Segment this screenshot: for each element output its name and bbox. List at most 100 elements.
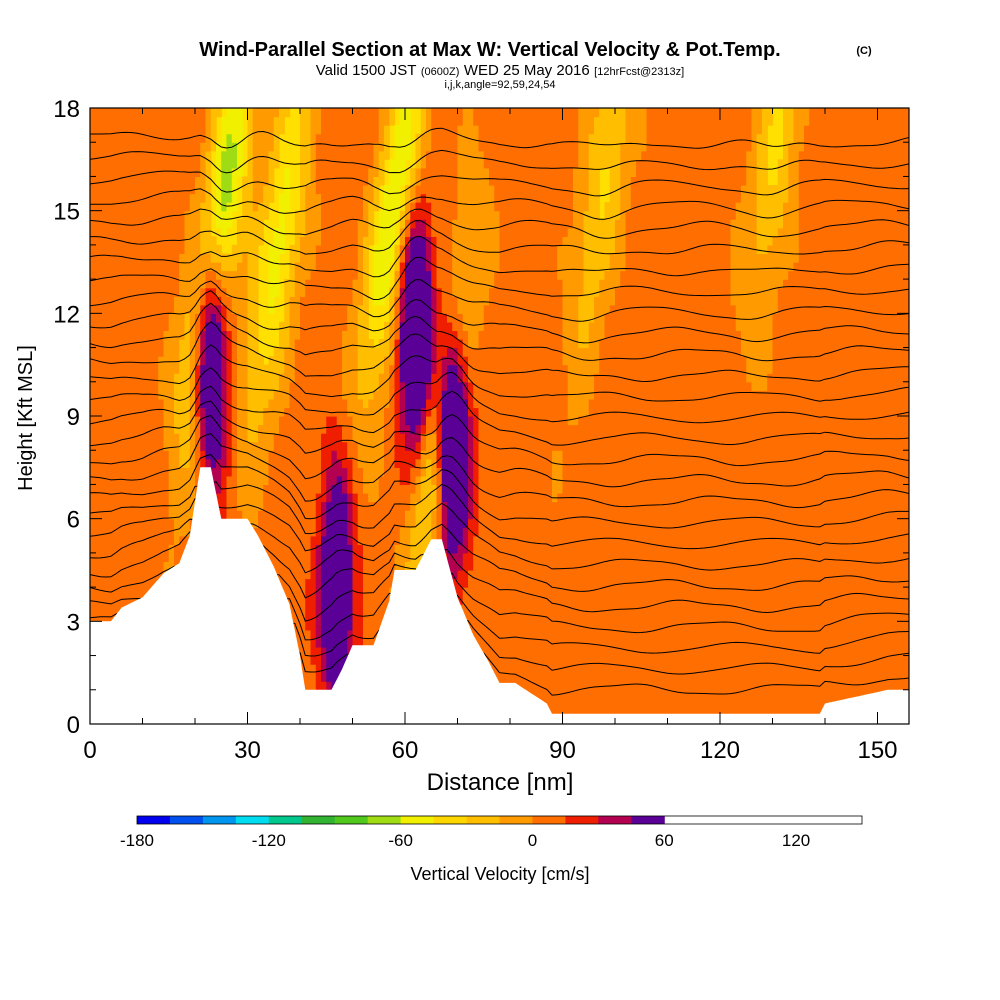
velocity-cell bbox=[184, 125, 191, 135]
velocity-cell bbox=[111, 484, 117, 494]
velocity-cell bbox=[300, 612, 306, 622]
velocity-cell bbox=[231, 339, 238, 349]
velocity-cell bbox=[231, 356, 238, 366]
velocity-cell bbox=[263, 518, 270, 528]
velocity-cell bbox=[452, 381, 459, 391]
velocity-cell bbox=[268, 381, 275, 391]
velocity-cell bbox=[457, 108, 464, 118]
velocity-cell bbox=[268, 159, 275, 169]
velocity-cell bbox=[210, 433, 217, 443]
velocity-cell bbox=[184, 304, 191, 314]
velocity-cell bbox=[378, 398, 385, 409]
velocity-cell bbox=[373, 552, 380, 563]
velocity-cell bbox=[200, 390, 207, 400]
velocity-cell bbox=[310, 595, 317, 605]
velocity-cell bbox=[216, 321, 222, 332]
velocity-cell bbox=[195, 339, 201, 349]
velocity-cell bbox=[336, 356, 343, 366]
velocity-cell bbox=[342, 108, 348, 118]
velocity-cell bbox=[174, 510, 180, 520]
velocity-cell bbox=[116, 450, 123, 460]
velocity-cell bbox=[153, 373, 159, 383]
velocity-cell bbox=[294, 587, 301, 597]
velocity-cell bbox=[111, 202, 117, 212]
velocity-cell bbox=[384, 407, 390, 417]
velocity-cell bbox=[179, 279, 186, 289]
velocity-cell bbox=[426, 210, 432, 220]
velocity-cell bbox=[378, 570, 385, 580]
velocity-cell bbox=[111, 236, 117, 246]
velocity-cell bbox=[184, 279, 191, 289]
velocity-cell bbox=[415, 227, 422, 237]
velocity-cell bbox=[336, 629, 343, 640]
velocity-cell bbox=[357, 493, 364, 503]
velocity-cell bbox=[116, 210, 123, 220]
velocity-cell bbox=[116, 279, 123, 289]
velocity-cell bbox=[394, 458, 401, 468]
velocity-cell bbox=[184, 398, 191, 409]
velocity-cell bbox=[326, 270, 333, 280]
velocity-cell bbox=[405, 416, 411, 426]
velocity-cell bbox=[373, 398, 380, 409]
velocity-cell bbox=[116, 244, 123, 255]
velocity-cell bbox=[132, 510, 138, 520]
velocity-cell bbox=[457, 578, 464, 588]
chart-title: Wind-Parallel Section at Max W: Vertical… bbox=[199, 39, 780, 61]
velocity-cell bbox=[457, 587, 464, 597]
velocity-cell bbox=[294, 304, 301, 314]
velocity-cell bbox=[153, 150, 159, 160]
velocity-cell bbox=[305, 467, 312, 477]
velocity-cell bbox=[300, 544, 306, 554]
velocity-cell bbox=[420, 527, 427, 537]
velocity-cell bbox=[226, 510, 233, 520]
velocity-cell bbox=[163, 467, 170, 477]
velocity-cell bbox=[153, 244, 159, 255]
velocity-cell bbox=[321, 527, 327, 537]
velocity-cell bbox=[90, 450, 96, 460]
velocity-cell bbox=[205, 210, 212, 220]
velocity-cell bbox=[305, 604, 312, 614]
velocity-cell bbox=[336, 133, 343, 143]
velocity-cell bbox=[315, 647, 322, 657]
velocity-cell bbox=[357, 390, 364, 400]
velocity-cell bbox=[174, 236, 180, 246]
velocity-cell bbox=[441, 270, 448, 280]
velocity-cell bbox=[111, 193, 117, 203]
velocity-cell bbox=[342, 279, 348, 289]
velocity-cell bbox=[336, 202, 343, 212]
velocity-cell bbox=[90, 484, 96, 494]
velocity-cell bbox=[305, 193, 312, 203]
velocity-cell bbox=[158, 125, 165, 135]
velocity-cell bbox=[368, 108, 375, 118]
velocity-cell bbox=[342, 527, 348, 537]
velocity-cell bbox=[352, 398, 359, 409]
velocity-cell bbox=[289, 561, 296, 571]
velocity-cell bbox=[210, 125, 217, 135]
velocity-cell bbox=[179, 450, 186, 460]
velocity-cell bbox=[205, 176, 212, 186]
velocity-cell bbox=[399, 390, 406, 400]
velocity-cell bbox=[410, 450, 417, 460]
velocity-cell bbox=[105, 227, 112, 237]
velocity-cell bbox=[436, 125, 443, 135]
velocity-cell bbox=[200, 339, 207, 349]
velocity-cell bbox=[426, 279, 432, 289]
velocity-cell bbox=[373, 535, 380, 545]
velocity-cell bbox=[158, 185, 165, 195]
velocity-cell bbox=[279, 125, 285, 135]
velocity-cell bbox=[300, 458, 306, 468]
velocity-cell bbox=[116, 578, 123, 588]
velocity-cell bbox=[126, 595, 133, 605]
velocity-cell bbox=[457, 364, 464, 374]
velocity-cell bbox=[378, 176, 385, 186]
velocity-cell bbox=[321, 595, 327, 605]
velocity-cell bbox=[163, 279, 170, 289]
velocity-cell bbox=[268, 544, 275, 554]
velocity-cell bbox=[405, 262, 411, 272]
velocity-cell bbox=[189, 450, 196, 460]
velocity-cell bbox=[389, 527, 396, 537]
velocity-cell bbox=[399, 356, 406, 366]
velocity-cell bbox=[184, 262, 191, 272]
velocity-cell bbox=[336, 219, 343, 229]
velocity-cell bbox=[90, 604, 96, 614]
